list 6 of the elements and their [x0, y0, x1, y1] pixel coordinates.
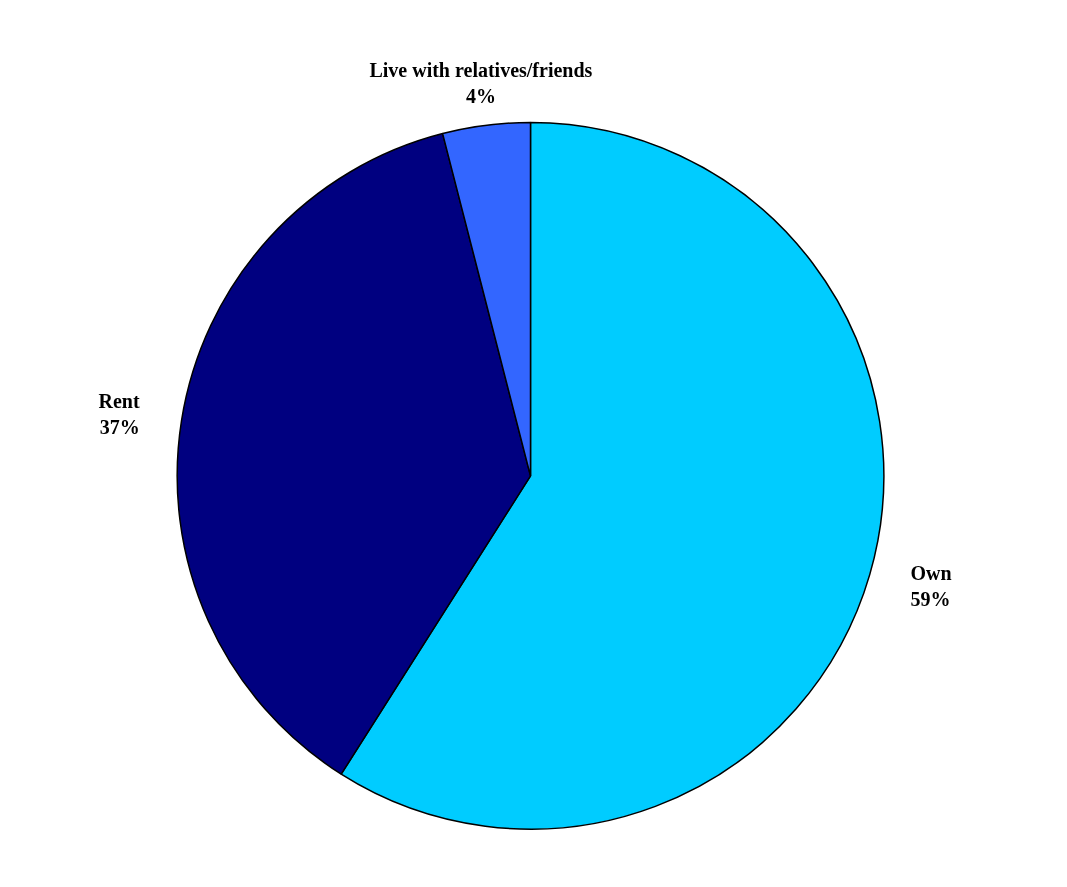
slice-label: Rent	[98, 389, 140, 412]
slice-label: Live with relatives/friends	[369, 59, 593, 82]
data-label: 4%	[465, 85, 496, 108]
data-label: 59%	[910, 588, 951, 611]
data-label: 37%	[99, 416, 140, 439]
slice-label: Own	[910, 562, 952, 585]
